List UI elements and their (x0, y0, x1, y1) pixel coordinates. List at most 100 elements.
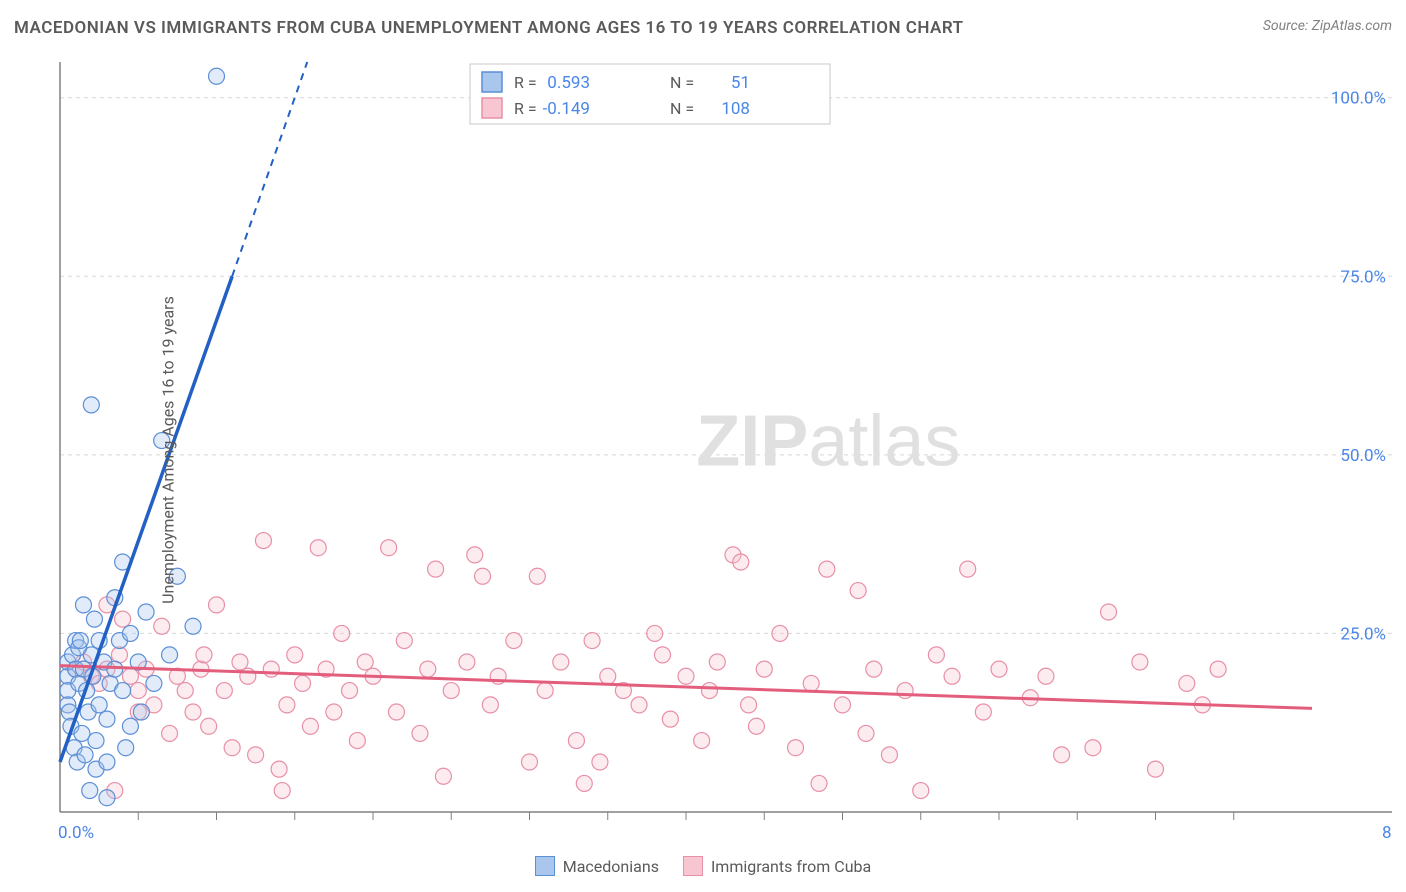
data-point (75, 597, 91, 613)
data-point (741, 697, 757, 713)
y-tick-label: 75.0% (1340, 267, 1386, 287)
data-point (928, 647, 944, 663)
data-point (99, 711, 115, 727)
data-point (107, 661, 123, 677)
data-point (420, 661, 436, 677)
data-point (334, 625, 350, 641)
data-point (1148, 761, 1164, 777)
stats-n-label: N = (670, 73, 694, 92)
data-point (428, 561, 444, 577)
legend-bottom: Macedonians Immigrants from Cuba (0, 856, 1406, 880)
x-origin-label: 0.0% (58, 823, 94, 842)
data-point (678, 668, 694, 684)
x-end-label: 80.0% (1382, 823, 1392, 842)
legend-label: Immigrants from Cuba (711, 857, 871, 876)
data-point (115, 683, 131, 699)
data-point (435, 768, 451, 784)
data-point (196, 647, 212, 663)
data-point (1038, 668, 1054, 684)
data-point (819, 561, 835, 577)
data-point (733, 554, 749, 570)
data-point (1210, 661, 1226, 677)
data-point (858, 725, 874, 741)
data-point (72, 633, 88, 649)
data-point (133, 704, 149, 720)
data-point (459, 654, 475, 670)
data-point (122, 625, 138, 641)
data-point (584, 633, 600, 649)
data-point (576, 775, 592, 791)
data-point (506, 633, 522, 649)
data-point (357, 654, 373, 670)
data-point (1179, 675, 1195, 691)
y-axis-label: Unemployment Among Ages 16 to 19 years (158, 296, 177, 604)
data-point (475, 568, 491, 584)
stats-n-label: N = (670, 99, 694, 118)
data-point (835, 697, 851, 713)
data-point (271, 761, 287, 777)
data-point (162, 725, 178, 741)
data-point (82, 783, 98, 799)
data-point (99, 790, 115, 806)
data-point (342, 683, 358, 699)
data-point (263, 661, 279, 677)
stats-r-value: 0.593 (547, 73, 590, 93)
stats-swatch (482, 72, 502, 92)
data-point (568, 733, 584, 749)
y-tick-label: 50.0% (1340, 446, 1386, 466)
data-point (1054, 747, 1070, 763)
data-point (811, 775, 827, 791)
stats-n-value: 51 (731, 73, 750, 93)
data-point (248, 747, 264, 763)
data-point (310, 540, 326, 556)
data-point (772, 625, 788, 641)
data-point (631, 697, 647, 713)
data-point (74, 725, 90, 741)
data-point (412, 725, 428, 741)
data-point (255, 533, 271, 549)
data-point (274, 783, 290, 799)
data-point (326, 704, 342, 720)
data-point (224, 740, 240, 756)
data-point (115, 611, 131, 627)
stats-swatch (482, 98, 502, 118)
data-point (91, 697, 107, 713)
data-point (694, 733, 710, 749)
data-point (709, 654, 725, 670)
data-point (701, 683, 717, 699)
data-point (118, 740, 134, 756)
data-point (77, 747, 93, 763)
data-point (287, 647, 303, 663)
data-point (232, 654, 248, 670)
y-tick-label: 25.0% (1340, 624, 1386, 644)
data-point (522, 754, 538, 770)
data-point (881, 747, 897, 763)
legend-swatch (683, 856, 703, 876)
data-point (537, 683, 553, 699)
legend-label: Macedonians (563, 857, 659, 876)
chart-area: Unemployment Among Ages 16 to 19 years 2… (50, 58, 1392, 842)
data-point (850, 583, 866, 599)
watermark: ZIPatlas (696, 402, 960, 482)
data-point (788, 740, 804, 756)
data-point (443, 683, 459, 699)
data-point (655, 647, 671, 663)
stats-r-label: R = (514, 73, 537, 92)
data-point (86, 611, 102, 627)
stats-n-value: 108 (721, 99, 750, 119)
data-point (1132, 654, 1148, 670)
scatter-plot: 25.0%50.0%75.0%100.0%ZIPatlas0.0%80.0%R … (50, 58, 1392, 842)
data-point (913, 783, 929, 799)
data-point (975, 704, 991, 720)
data-point (88, 733, 104, 749)
data-point (130, 683, 146, 699)
data-point (349, 733, 365, 749)
series-immigrants-from-cuba (68, 533, 1226, 799)
data-point (866, 661, 882, 677)
data-point (748, 718, 764, 734)
data-point (302, 718, 318, 734)
data-point (99, 754, 115, 770)
source-attribution: Source: ZipAtlas.com (1263, 18, 1392, 34)
trend-line-blue-dashed (232, 62, 307, 276)
data-point (111, 647, 127, 663)
